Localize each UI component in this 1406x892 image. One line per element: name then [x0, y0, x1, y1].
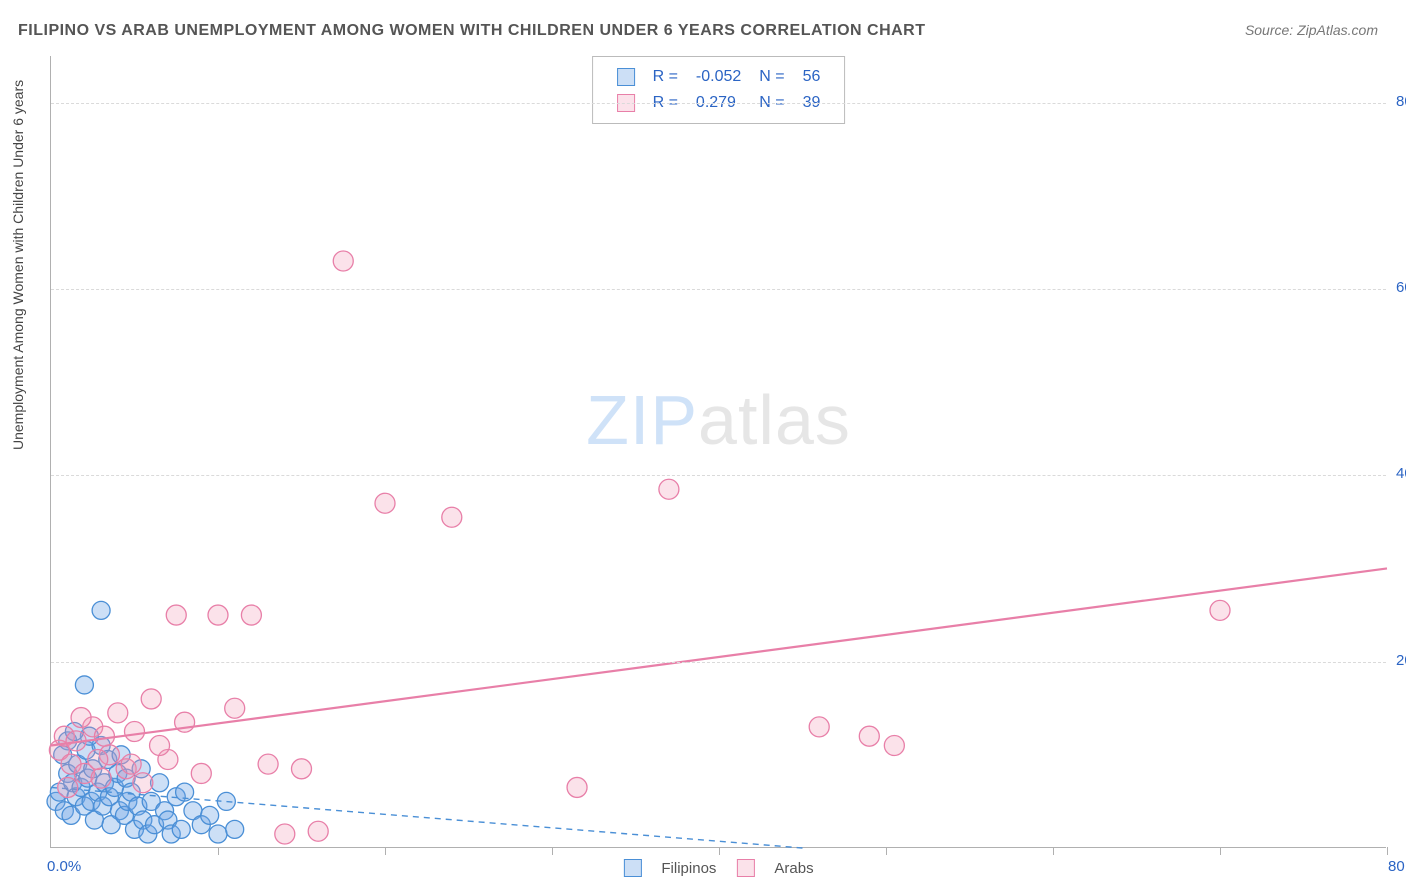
data-point	[88, 749, 108, 769]
data-point	[275, 824, 295, 844]
series-legend: Filipinos Arabs	[613, 859, 823, 877]
x-tick	[1053, 847, 1054, 855]
legend-series-label: Arabs	[774, 860, 813, 877]
chart-title: FILIPINO VS ARAB UNEMPLOYMENT AMONG WOME…	[18, 22, 926, 40]
x-tick	[218, 847, 219, 855]
data-point	[859, 726, 879, 746]
gridline-h	[51, 289, 1386, 290]
x-tick	[1220, 847, 1221, 855]
data-point	[91, 768, 111, 788]
data-point	[375, 493, 395, 513]
gridline-h	[51, 662, 1386, 663]
x-tick	[385, 847, 386, 855]
data-point	[292, 759, 312, 779]
data-point	[226, 820, 244, 838]
data-point	[333, 251, 353, 271]
data-point	[166, 605, 186, 625]
chart-svg	[51, 56, 1386, 847]
data-point	[133, 773, 153, 793]
data-point	[108, 703, 128, 723]
y-tick-label: 60.0%	[1396, 279, 1406, 296]
data-point	[191, 763, 211, 783]
data-point	[141, 689, 161, 709]
data-point	[92, 601, 110, 619]
data-point	[308, 821, 328, 841]
legend-series-label: Filipinos	[661, 860, 716, 877]
legend-swatch-icon	[623, 859, 641, 877]
x-tick	[552, 847, 553, 855]
x-tick	[886, 847, 887, 855]
y-tick-label: 20.0%	[1396, 652, 1406, 669]
data-point	[1210, 600, 1230, 620]
gridline-h	[51, 103, 1386, 104]
data-point	[201, 806, 219, 824]
data-point	[172, 820, 190, 838]
legend-swatch-icon	[736, 859, 754, 877]
gridline-h	[51, 475, 1386, 476]
plot-area: ZIPatlas R =-0.052N =56R =0.279N =39 Fil…	[50, 56, 1386, 848]
data-point	[659, 479, 679, 499]
data-point	[258, 754, 278, 774]
x-tick-label: 80.0%	[1388, 858, 1406, 875]
x-tick	[719, 847, 720, 855]
data-point	[241, 605, 261, 625]
data-point	[58, 777, 78, 797]
chart-source: Source: ZipAtlas.com	[1245, 22, 1378, 38]
data-point	[209, 825, 227, 843]
data-point	[121, 754, 141, 774]
y-tick-label: 80.0%	[1396, 93, 1406, 110]
y-tick-label: 40.0%	[1396, 465, 1406, 482]
data-point	[125, 722, 145, 742]
data-point	[809, 717, 829, 737]
data-point	[71, 708, 91, 728]
data-point	[225, 698, 245, 718]
data-point	[94, 726, 114, 746]
data-point	[442, 507, 462, 527]
x-tick-label: 0.0%	[47, 858, 81, 875]
data-point	[884, 736, 904, 756]
trend-line	[51, 568, 1387, 745]
data-point	[75, 676, 93, 694]
x-tick	[1387, 847, 1388, 855]
data-point	[208, 605, 228, 625]
data-point	[567, 777, 587, 797]
data-point	[150, 736, 170, 756]
y-axis-label: Unemployment Among Women with Children U…	[10, 80, 26, 450]
